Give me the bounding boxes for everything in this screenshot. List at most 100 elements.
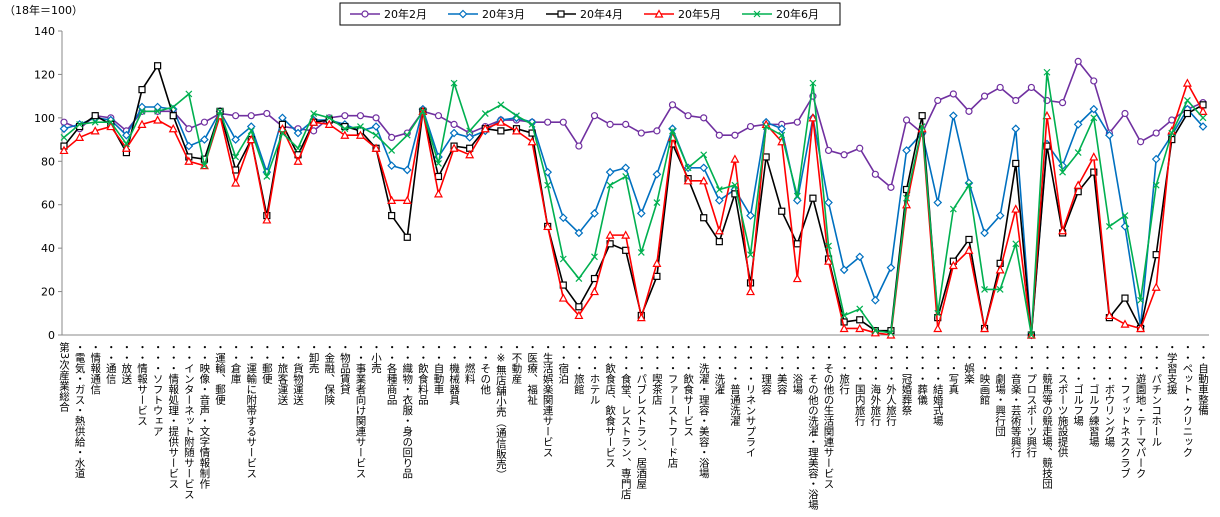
marker bbox=[948, 260, 958, 270]
marker bbox=[527, 136, 537, 146]
marker bbox=[1058, 226, 1068, 235]
marker bbox=[1089, 152, 1099, 161]
x-tick-label: ・卸売 bbox=[308, 342, 320, 374]
marker bbox=[1043, 142, 1051, 150]
marker bbox=[793, 118, 801, 126]
marker bbox=[934, 309, 942, 317]
marker bbox=[636, 209, 646, 218]
marker bbox=[1199, 114, 1207, 122]
marker bbox=[465, 150, 475, 159]
x-tick-label: ・情報通信 bbox=[89, 342, 101, 395]
marker bbox=[902, 116, 911, 124]
marker bbox=[855, 323, 865, 333]
marker bbox=[371, 143, 381, 152]
marker bbox=[746, 211, 755, 220]
marker bbox=[558, 213, 568, 223]
marker bbox=[824, 198, 833, 207]
marker bbox=[1105, 223, 1113, 230]
marker bbox=[60, 118, 68, 126]
marker bbox=[168, 123, 178, 133]
x-tick-label: ・・各種商品 bbox=[386, 342, 398, 406]
marker bbox=[778, 131, 786, 139]
marker bbox=[1027, 331, 1035, 339]
marker bbox=[871, 170, 879, 178]
marker bbox=[1168, 129, 1176, 137]
marker bbox=[497, 101, 505, 109]
x-tick-label: ・・・その他の洗濯・理美容・浴場 bbox=[807, 342, 819, 511]
marker bbox=[684, 164, 692, 172]
marker bbox=[964, 245, 974, 254]
marker bbox=[575, 303, 583, 311]
x-tick-label: ・不動産 bbox=[510, 342, 522, 385]
marker bbox=[839, 265, 849, 275]
marker bbox=[575, 142, 583, 150]
x-tick-label: ・・・冠婚葬祭 bbox=[901, 342, 913, 416]
x-tick-label: ・・その他 bbox=[479, 342, 491, 395]
marker bbox=[606, 181, 614, 189]
x-tick-label: ・・・音楽・芸術等興行 bbox=[1010, 342, 1022, 458]
marker bbox=[481, 110, 489, 117]
x-tick-label: ・・・・リネンサプライ bbox=[745, 342, 757, 458]
marker bbox=[870, 295, 880, 305]
marker bbox=[996, 285, 1004, 293]
marker bbox=[636, 312, 646, 322]
x-tick-label: ・・・パチンコホール bbox=[1150, 342, 1162, 447]
marker bbox=[201, 162, 208, 170]
x-tick-label: ・小売 bbox=[370, 342, 382, 374]
marker bbox=[995, 211, 1005, 220]
marker bbox=[216, 107, 224, 115]
marker bbox=[949, 111, 958, 121]
marker bbox=[590, 112, 599, 120]
marker bbox=[668, 101, 677, 109]
marker bbox=[528, 120, 536, 128]
marker bbox=[871, 327, 879, 335]
x-tick-label: ・・・情報処理・提供サービス bbox=[167, 342, 179, 489]
marker bbox=[1059, 168, 1067, 176]
marker bbox=[1182, 78, 1192, 87]
marker bbox=[388, 211, 396, 220]
legend-label: 20年6月 bbox=[776, 7, 819, 21]
marker bbox=[856, 316, 864, 324]
marker bbox=[995, 265, 1005, 274]
y-tick-label: 0 bbox=[48, 329, 55, 342]
x-tick-label: ・生活娯楽関連サービス bbox=[542, 342, 554, 458]
marker bbox=[731, 131, 739, 139]
marker bbox=[511, 126, 521, 135]
marker bbox=[387, 195, 397, 204]
x-tick-label: ・物品賃貸 bbox=[339, 342, 351, 395]
marker bbox=[714, 226, 724, 235]
marker bbox=[669, 127, 676, 135]
x-tick-label: ・・・喫茶店 bbox=[651, 342, 663, 406]
marker bbox=[361, 10, 369, 18]
marker bbox=[1121, 212, 1129, 219]
x-tick-label: ・・飲食料品 bbox=[417, 342, 429, 406]
marker bbox=[574, 310, 584, 320]
marker bbox=[622, 173, 630, 180]
x-tick-label: ・・放送 bbox=[120, 342, 132, 385]
marker bbox=[606, 120, 614, 128]
x-tick-label: ・・・・外人旅行 bbox=[885, 342, 897, 427]
x-tick-label: ・・宿泊 bbox=[557, 342, 569, 385]
marker bbox=[762, 123, 770, 130]
marker bbox=[247, 127, 255, 135]
marker bbox=[809, 79, 817, 87]
x-tick-label: ・・織物・衣服・身の回り品 bbox=[401, 342, 413, 479]
marker bbox=[1058, 99, 1067, 107]
marker bbox=[1198, 106, 1208, 115]
marker bbox=[1012, 96, 1020, 105]
y-tick-label: 100 bbox=[34, 112, 55, 125]
x-tick-label: ・・映像・音声・文字情報制作 bbox=[198, 342, 210, 489]
x-tick-label: ・医療、福祉 bbox=[526, 342, 538, 405]
marker bbox=[753, 10, 761, 18]
marker bbox=[263, 109, 271, 118]
marker bbox=[965, 107, 973, 115]
marker bbox=[107, 118, 115, 126]
marker bbox=[543, 221, 553, 231]
marker bbox=[918, 123, 926, 130]
marker bbox=[91, 112, 99, 120]
marker bbox=[825, 242, 832, 250]
marker bbox=[575, 275, 583, 282]
marker bbox=[433, 189, 443, 198]
marker bbox=[934, 96, 942, 105]
